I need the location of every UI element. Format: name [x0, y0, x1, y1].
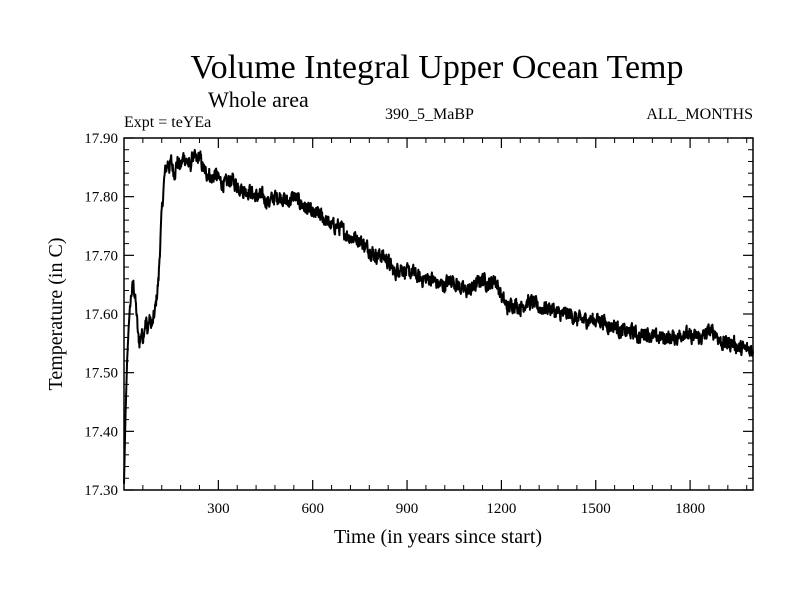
y-tick-label: 17.70 [84, 248, 118, 264]
x-tick-label: 1500 [581, 501, 611, 517]
y-tick-label: 17.60 [84, 307, 118, 323]
plot-frame [123, 137, 754, 491]
y-tick-label: 17.80 [84, 190, 118, 206]
run-label: 390_5_MaBP [385, 106, 474, 123]
y-tick-label: 17.50 [84, 366, 118, 382]
experiment-label: Expt = teYEa [124, 114, 211, 131]
season-label: ALL_MONTHS [646, 106, 753, 123]
y-tick-label: 17.90 [84, 131, 118, 147]
temperature-series-line [123, 148, 754, 484]
x-tick-label: 900 [396, 501, 419, 517]
y-axis-label: Temperature (in C) [45, 238, 67, 391]
chart-title: Volume Integral Upper Ocean Temp [191, 49, 684, 86]
x-tick-label: 1200 [486, 501, 516, 517]
x-tick-label: 1800 [675, 501, 705, 517]
chart-subtitle: Whole area [208, 87, 309, 112]
y-tick-label: 17.40 [84, 424, 118, 440]
x-tick-label: 600 [301, 501, 324, 517]
x-axis: 300 600 900 1200 1500 1800 [142, 138, 748, 517]
y-axis: 17.30 17.40 17.50 17.60 17.70 17.80 17.90 [84, 131, 753, 499]
x-tick-label: 300 [207, 501, 230, 517]
y-tick-label: 17.30 [84, 483, 118, 499]
x-axis-label: Time (in years since start) [334, 526, 542, 548]
